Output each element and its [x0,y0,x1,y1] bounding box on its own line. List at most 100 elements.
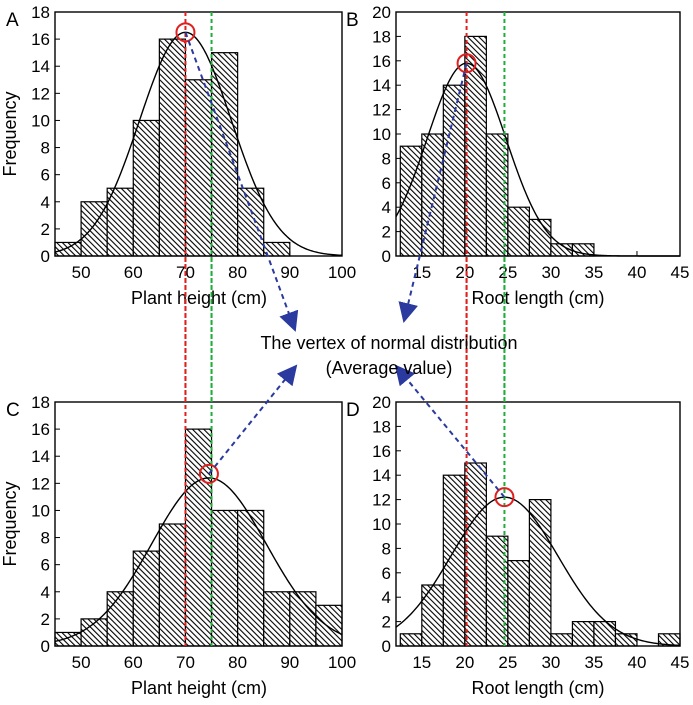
y-tick-label: 8 [382,149,391,168]
x-tick-label: 45 [671,653,690,672]
vertex-circle [456,53,477,74]
y-tick-label: 18 [31,3,50,22]
y-tick-label: 10 [31,501,50,520]
normal-curve [54,477,343,643]
histogram-bar [289,591,317,647]
histogram-bar [528,499,552,647]
y-tick-label: 16 [31,420,50,439]
x-tick-label: 45 [671,263,690,282]
x-axis-label: Plant height (cm) [131,288,267,308]
panel-d: 15 20 25 30 35 40 45 0 2 4 6 8 10 12 14 16 18 20 Root leng… [346,258,689,698]
histogram-bar [421,584,444,647]
y-tick-label: 10 [372,515,391,534]
panel-letter: C [6,400,20,421]
y-tick-label: 6 [382,174,391,193]
y-tick-label: 14 [372,76,391,95]
y-tick-label: 6 [41,166,50,185]
y-tick-label: 14 [31,57,50,76]
y-tick-label: 6 [382,564,391,583]
x-tick-label: 20 [455,263,474,282]
annotation-line1: The vertex of normal distribution [260,333,517,353]
histogram-bar [464,462,487,647]
x-tick-label: 15 [412,653,431,672]
x-tick-label: 80 [228,653,247,672]
annotation-overlay [184,31,506,498]
y-tick-label: 2 [382,223,391,242]
histogram-bar [132,119,160,257]
vertex-circle [494,487,515,508]
y-tick-label: 2 [41,610,50,629]
y-tick-label: 4 [382,588,391,607]
histogram-bar [237,187,265,257]
histogram-bar [315,604,343,647]
y-tick-label: 0 [41,247,50,266]
annotation-line2: (Average value) [326,358,453,378]
histogram-bar [263,591,291,647]
x-tick-label: 15 [412,263,431,282]
histogram-bar [593,620,617,647]
y-axis-label: Frequency [0,481,20,566]
y-axis-label: Frequency [0,91,20,176]
x-axis-label: Root length (cm) [471,288,604,308]
annotation-arrow [394,364,506,498]
y-tick-label: 18 [31,393,50,412]
histogram-bar [399,633,423,647]
histogram-bar [210,52,239,257]
histogram-bar [528,218,552,257]
normal-curve [54,31,343,257]
annotation-arrow [184,31,299,332]
histogram-bar [571,620,595,647]
y-tick-label: 4 [41,193,50,212]
panel-letter: B [346,10,359,31]
y-tick-label: 0 [382,247,391,266]
y-tick-label: 0 [382,637,391,656]
histogram-bar [132,550,160,647]
panel-b: 15 20 25 30 35 40 45 0 2 4 6 8 10 12 14 16 18 20 Root leng… [346,3,689,400]
histogram-bar [54,241,82,257]
histogram-bar [106,591,134,647]
y-tick-label: 12 [372,491,391,510]
histogram-bar [106,187,134,257]
y-tick-label: 2 [41,220,50,239]
histogram-bar [158,523,187,647]
y-tick-label: 4 [382,198,391,217]
y-tick-label: 16 [372,442,391,461]
histogram-bar [507,559,530,647]
x-tick-label: 35 [584,263,603,282]
y-tick-label: 18 [372,417,391,436]
histogram-bar [442,474,466,647]
histogram-bar [210,509,239,647]
y-tick-label: 8 [382,539,391,558]
x-tick-label: 35 [584,653,603,672]
x-tick-label: 100 [328,653,356,672]
x-tick-label: 60 [124,653,143,672]
x-axis-label: Root length (cm) [471,678,604,698]
x-tick-label: 100 [328,263,356,282]
histogram-bar [507,206,530,257]
y-tick-label: 20 [372,393,391,412]
x-tick-label: 40 [628,653,647,672]
y-tick-label: 14 [31,447,50,466]
y-tick-label: 10 [31,111,50,130]
histogram-bar [464,35,487,257]
y-tick-label: 8 [41,529,50,548]
x-tick-label: 80 [228,263,247,282]
y-tick-label: 12 [372,101,391,120]
x-tick-label: 25 [498,653,517,672]
histogram-bar [237,509,265,647]
y-tick-label: 2 [382,613,391,632]
plot-frame [54,401,343,647]
x-tick-label: 30 [541,653,560,672]
x-tick-label: 90 [280,653,299,672]
y-tick-label: 8 [41,139,50,158]
normal-curve [395,496,681,647]
annotation-arrow [208,364,298,475]
y-tick-label: 6 [41,556,50,575]
x-tick-label: 60 [124,263,143,282]
panel-letter: A [6,10,19,31]
histogram-bar [184,79,213,257]
x-tick-label: 50 [72,653,91,672]
y-tick-label: 4 [41,583,50,602]
